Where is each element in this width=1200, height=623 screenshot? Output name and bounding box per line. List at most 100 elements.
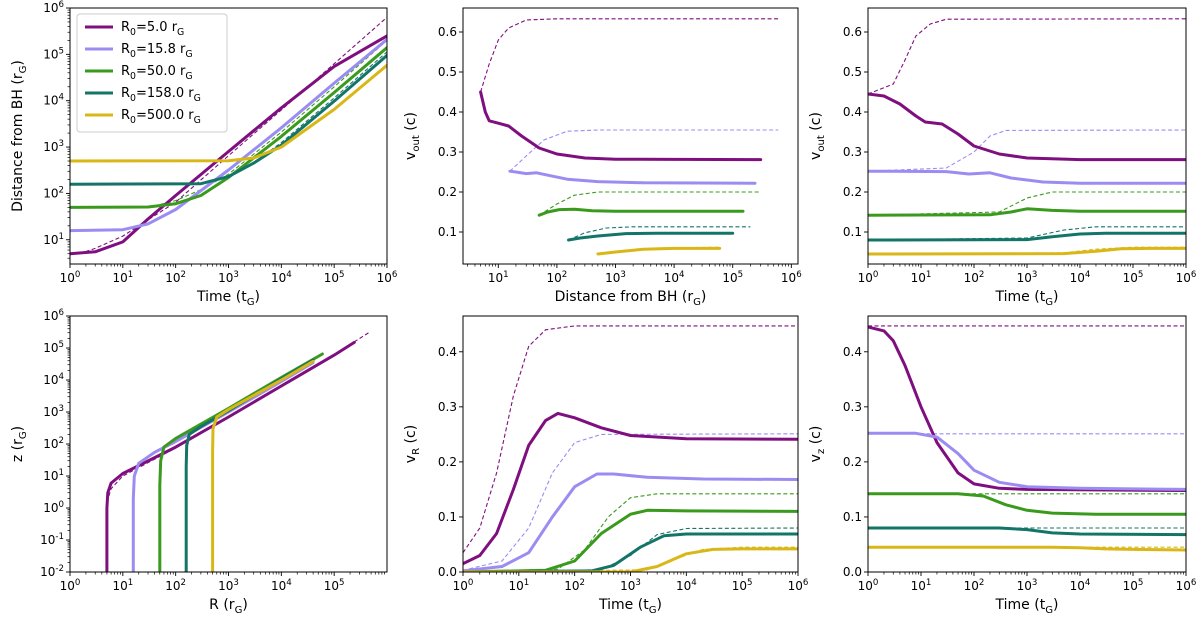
- y-tick-label: 0.1: [843, 510, 862, 524]
- series-line-r5: [868, 92, 1186, 162]
- y-axis-label: vz (c): [808, 426, 827, 463]
- axes-frame: [867, 315, 1187, 573]
- x-tick-label: 101: [488, 270, 509, 285]
- x-tick-label: 104: [1070, 578, 1091, 593]
- panel-z_R: 100 101 102 103 104 105 10-2 10-1 100 101 102 103 10…: [10, 308, 388, 616]
- x-tick-label: 101: [911, 270, 932, 285]
- y-axis-label: vout (c): [403, 112, 422, 160]
- axes-frame: [462, 7, 799, 265]
- series-line-r15: [70, 37, 387, 233]
- legend: R0=5.0 rG R0=15.8 rG R0=50.0 rG R0=158.0 rG…: [76, 13, 228, 133]
- panel-distance_time: 100 101 102 103 104 105 106 101 102 103 104 105 106 T…: [10, 0, 397, 308]
- y-tick-label: 0.2: [843, 185, 862, 199]
- y-tick-label: 0.1: [438, 225, 457, 239]
- series-line-r15: [868, 169, 1186, 185]
- series-line-r5: [479, 90, 763, 162]
- x-tick-label: 103: [605, 270, 626, 285]
- y-tick-label: 0.3: [843, 400, 862, 414]
- y-tick-label: 0.4: [843, 345, 862, 359]
- x-tick-label: 100: [453, 578, 474, 593]
- legend-entry: R0=50.0 rG: [121, 64, 193, 82]
- series-line-r500: [70, 63, 387, 163]
- x-tick-label: 106: [788, 578, 809, 593]
- reference-line-r5: [868, 18, 1186, 95]
- reference-line-r50: [538, 191, 761, 216]
- x-tick-label: 102: [165, 578, 186, 593]
- x-tick-label: 100: [60, 270, 81, 285]
- x-axis-label: R (rG): [209, 597, 248, 616]
- x-tick-label: 103: [1017, 270, 1038, 285]
- x-tick-label: 105: [722, 270, 743, 285]
- series-line-r158: [463, 532, 798, 572]
- x-tick-label: 100: [858, 270, 879, 285]
- x-tick-label: 102: [564, 578, 585, 593]
- series-line-r500: [596, 246, 722, 256]
- y-tick-label: 0.0: [843, 565, 862, 579]
- x-tick-label: 106: [377, 270, 398, 285]
- axes-frame: [69, 315, 388, 573]
- x-tick-label: 106: [781, 270, 802, 285]
- y-tick-label: 0.0: [438, 565, 457, 579]
- reference-line-r5: [463, 325, 798, 554]
- y-tick-label: 0.6: [843, 25, 862, 39]
- series-line-r50: [537, 207, 745, 217]
- series-line-r158: [868, 231, 1186, 242]
- y-tick-label: 0.4: [843, 105, 862, 119]
- x-axis-label: Distance from BH (rG): [555, 289, 707, 308]
- series-line-r158: [567, 231, 735, 242]
- series-line-r500: [211, 359, 315, 572]
- x-tick-label: 104: [664, 270, 685, 285]
- x-tick-label: 102: [964, 270, 985, 285]
- series-line-r15: [868, 431, 1186, 491]
- y-tick-label: 0.5: [438, 65, 457, 79]
- legend-entry: R0=5.0 rG: [121, 20, 184, 38]
- series-line-r158: [868, 526, 1186, 537]
- y-tick-label: 0.4: [438, 345, 457, 359]
- plot-area: [868, 325, 1186, 552]
- x-tick-label: 100: [60, 578, 81, 593]
- y-tick-label: 103: [43, 404, 64, 419]
- x-tick-label: 105: [1123, 270, 1144, 285]
- x-tick-label: 104: [271, 578, 292, 593]
- y-tick-label: 104: [43, 372, 64, 387]
- x-tick-label: 104: [676, 578, 697, 593]
- x-axis-label: Time (tG): [995, 597, 1059, 616]
- y-tick-label: 105: [43, 340, 64, 355]
- series-line-r50: [868, 492, 1186, 516]
- y-tick-label: 100: [43, 500, 64, 515]
- reference-line-r50: [463, 493, 798, 572]
- x-tick-label: 103: [620, 578, 641, 593]
- panel-vout_time: 100 101 102 103 104 105 106 0.1 0.2 0.3 0.4 0.5 0.6 T…: [808, 7, 1196, 308]
- y-tick-label: 101: [43, 468, 64, 483]
- x-tick-label: 101: [911, 578, 932, 593]
- y-tick-label: 106: [43, 308, 64, 323]
- x-tick-label: 105: [732, 578, 753, 593]
- x-tick-label: 103: [218, 578, 239, 593]
- legend-box: [76, 13, 228, 133]
- panel-vout_distance: 101 102 103 104 105 106 0.1 0.2 0.3 0.4 0.5 0.6 Dist…: [403, 7, 802, 308]
- y-tick-label: 10-2: [40, 564, 64, 579]
- x-tick-label: 104: [271, 270, 292, 285]
- y-axis-label: vR (c): [403, 425, 422, 463]
- plot-area: [105, 332, 369, 572]
- y-tick-label: 106: [43, 0, 64, 15]
- reference-line-r15: [463, 433, 798, 571]
- y-tick-label: 0.5: [843, 65, 862, 79]
- axes-frame: [867, 7, 1187, 265]
- series-line-r15: [131, 361, 315, 572]
- legend-entry: R0=158.0 rG: [121, 86, 201, 104]
- x-tick-label: 104: [1070, 270, 1091, 285]
- plot-area: [463, 325, 798, 572]
- x-tick-label: 105: [1123, 578, 1144, 593]
- x-axis-label: Time (tG): [598, 597, 662, 616]
- axes-frame: [69, 7, 388, 265]
- y-tick-label: 0.4: [438, 105, 457, 119]
- series-line-r158: [70, 53, 387, 186]
- y-tick-label: 0.1: [843, 225, 862, 239]
- reference-line-r15: [509, 129, 779, 172]
- x-axis-label: Time (tG): [196, 289, 260, 308]
- x-axis-label: Time (tG): [995, 289, 1059, 308]
- series-line-r15: [508, 169, 757, 185]
- y-tick-label: 0.2: [843, 455, 862, 469]
- reference-line-r15: [868, 129, 1186, 172]
